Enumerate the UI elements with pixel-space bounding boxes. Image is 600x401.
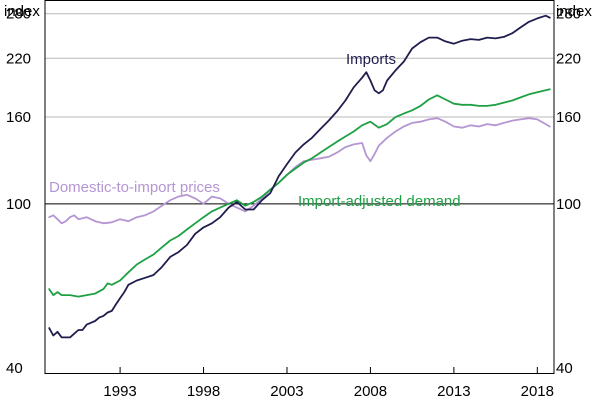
x-tick-label: 1998 <box>187 383 220 400</box>
series-lines <box>48 14 551 339</box>
y-tick-label-right: 100 <box>556 196 581 213</box>
y-tick-label-right: 40 <box>556 360 573 377</box>
y-tick-label-right: 280 <box>556 6 581 23</box>
y-tick-label-left: 280 <box>6 6 31 23</box>
grid <box>45 13 554 205</box>
series-label-imports: Imports <box>346 51 396 68</box>
x-tick-label: 2003 <box>270 383 303 400</box>
y-tick-label-left: 160 <box>6 109 31 126</box>
y-tick-label-left: 100 <box>6 196 31 213</box>
y-tick-label-right: 220 <box>556 50 581 67</box>
x-tick-label: 2013 <box>437 383 470 400</box>
y-tick-label-left: 40 <box>6 360 23 377</box>
x-tick-label: 2008 <box>354 383 387 400</box>
plot-frame <box>44 0 555 374</box>
left-unit-label: index <box>4 3 40 20</box>
x-tick-label: 1993 <box>103 383 136 400</box>
series-labels: Imports Import-adjusted demand Domestic-to… <box>49 51 461 210</box>
series-label-import-adjusted-demand: Import-adjusted demand <box>298 193 461 210</box>
x-tick-label: 2018 <box>521 383 554 400</box>
series-line-imports <box>48 14 551 339</box>
series-line-domestic-to-import-prices <box>48 117 551 225</box>
series-line-import-adjusted-demand <box>48 88 551 298</box>
y-tick-label-right: 160 <box>556 109 581 126</box>
y-tick-label-left: 220 <box>6 50 31 67</box>
right-unit-label: index <box>556 3 592 20</box>
y-axis-ticks: 40 40 100 100 160 160 220 220 280 280 <box>6 6 581 377</box>
series-label-domestic-to-import-prices: Domestic-to-import prices <box>49 179 220 196</box>
x-axis-ticks: 1993 1998 2003 2008 2013 2018 <box>103 367 554 400</box>
